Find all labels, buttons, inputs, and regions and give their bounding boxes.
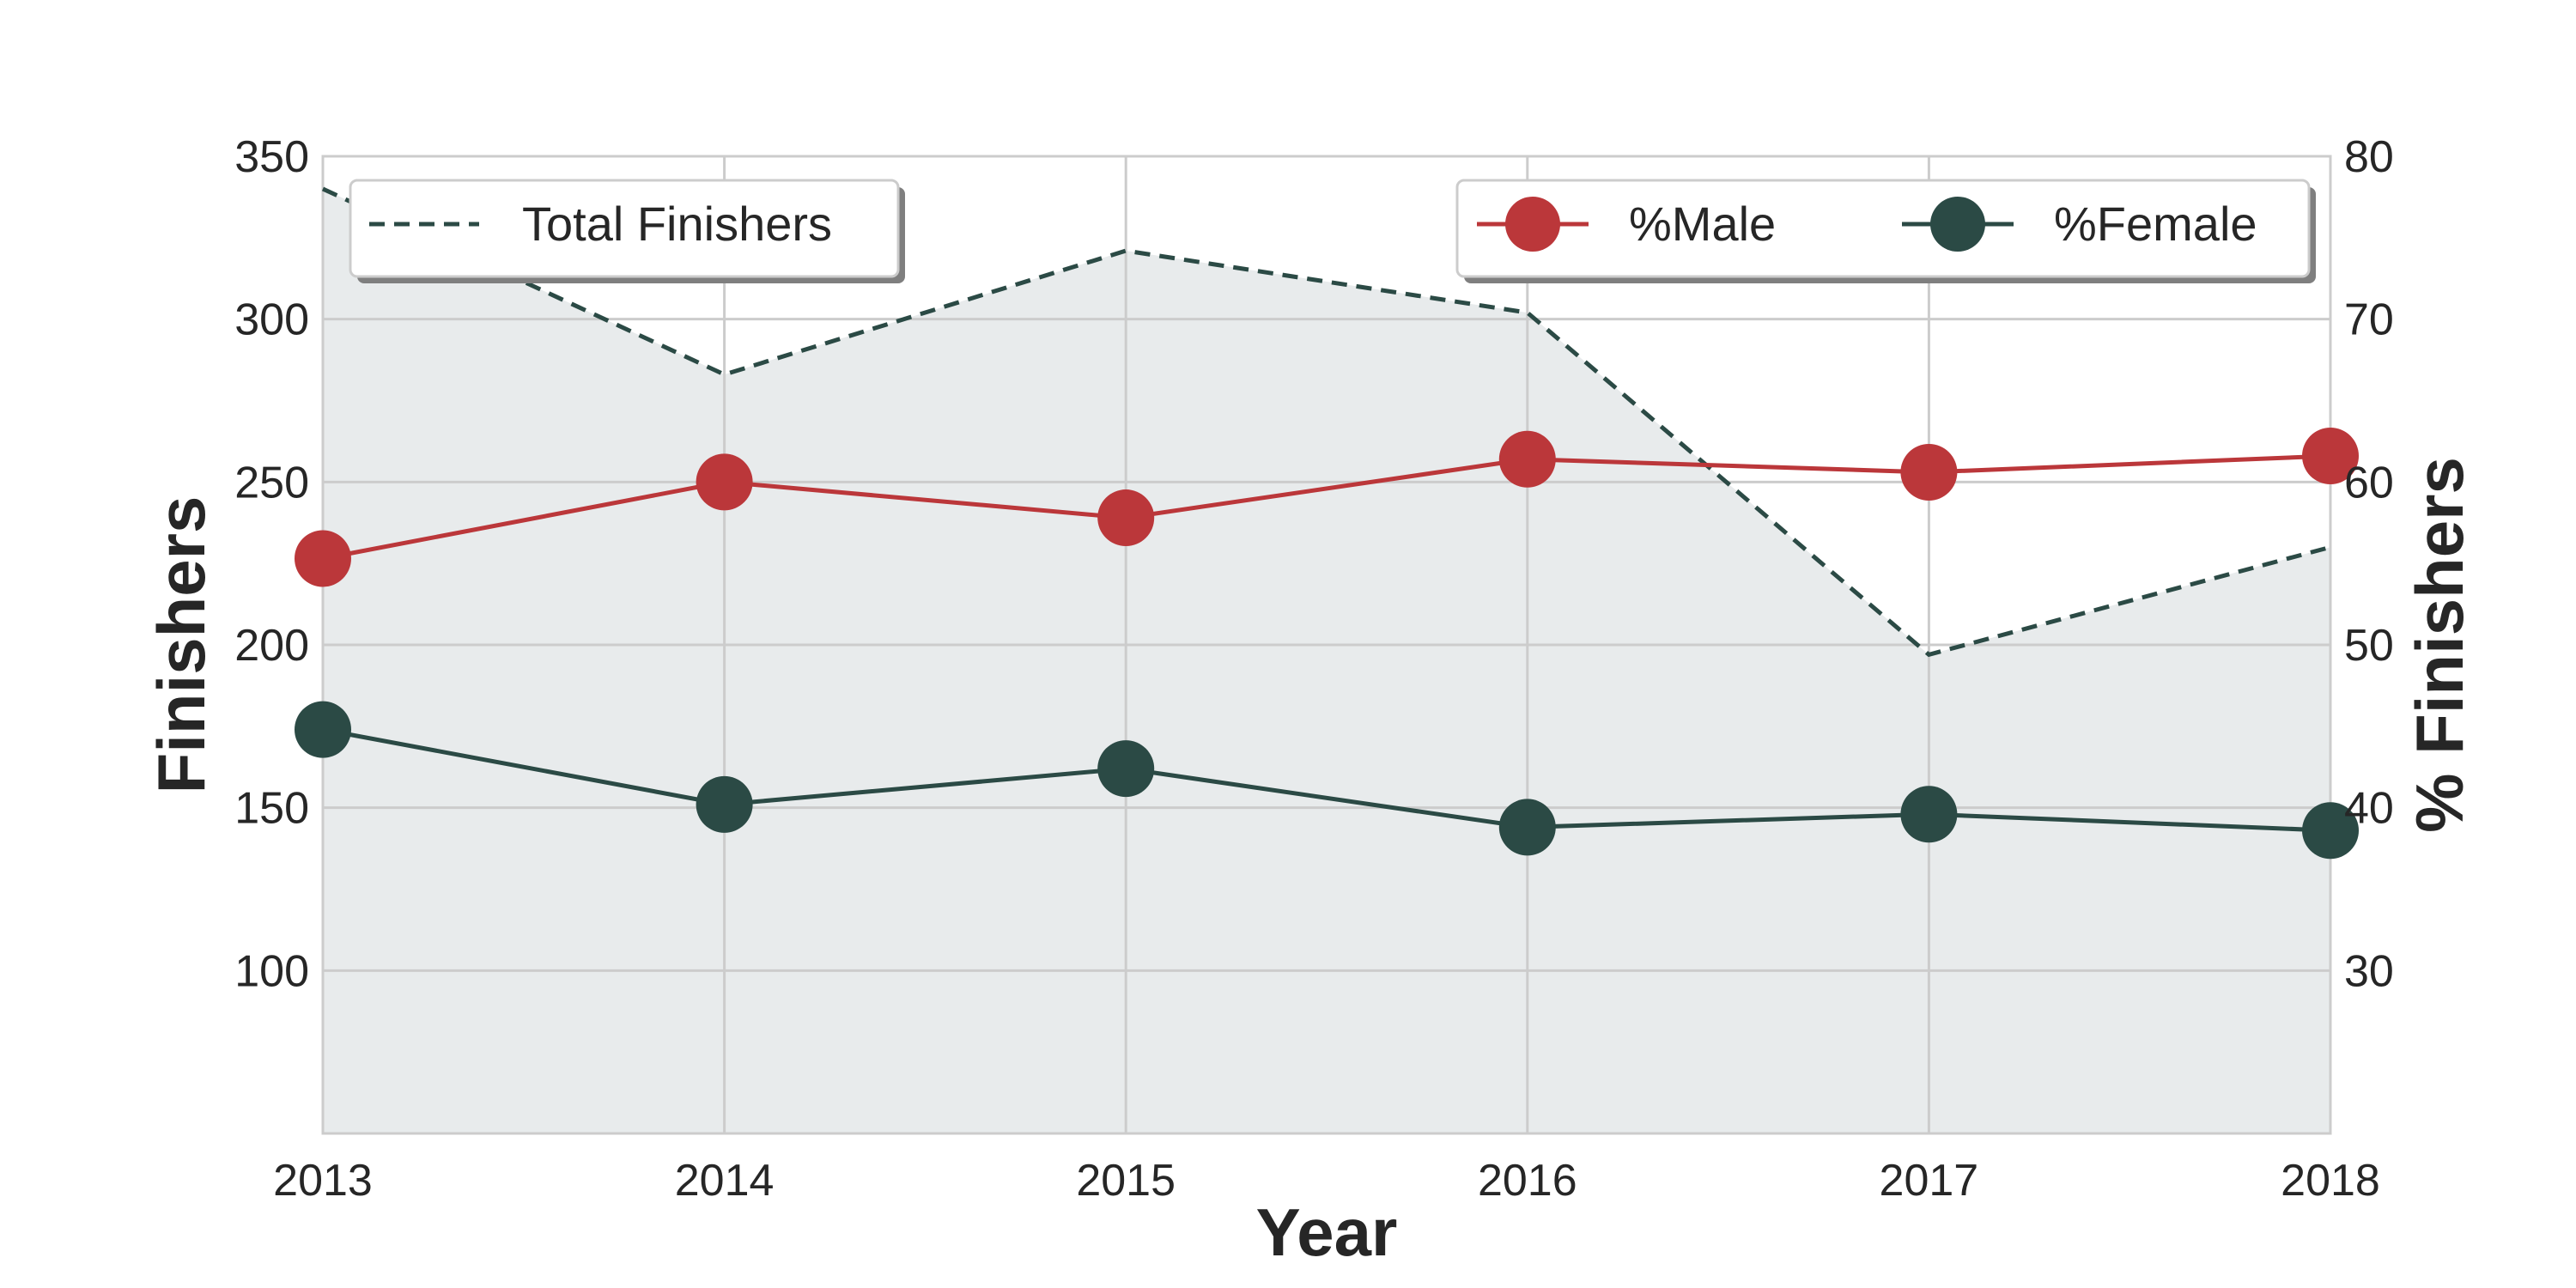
- legend-male-label: %Male: [1629, 197, 1776, 251]
- y-right-tick-label: 50: [2344, 621, 2394, 671]
- pct-male-point: [295, 530, 351, 587]
- y-tick-label: 150: [234, 784, 309, 834]
- y-tick-label: 200: [234, 621, 309, 671]
- x-tick-label: 2014: [675, 1156, 775, 1206]
- x-tick-label: 2015: [1076, 1156, 1176, 1206]
- y-tick-label: 300: [234, 295, 309, 345]
- y-right-tick-label: 60: [2344, 458, 2394, 507]
- y-axis-title: Finishers: [143, 496, 219, 794]
- pct-male-point: [696, 453, 753, 511]
- legend-total: Total Finishers: [349, 179, 905, 283]
- pct-female-point: [1900, 786, 1958, 843]
- total-finishers-area: [323, 188, 2330, 1133]
- series-layer: [295, 186, 2359, 860]
- y-axis-right-title: % Finishers: [2402, 457, 2477, 833]
- x-tick-label: 2016: [1478, 1156, 1577, 1206]
- legend-gender: %Male %Female: [1455, 179, 2316, 283]
- y-tick-label: 350: [234, 132, 309, 182]
- x-axis-title: Year: [1256, 1194, 1398, 1270]
- y-right-tick-label: 40: [2344, 784, 2394, 834]
- pct-female-line: [322, 727, 2331, 833]
- legend-total-label: Total Finishers: [522, 197, 832, 251]
- pct-male-point: [1498, 430, 1556, 488]
- pct-female-point: [2302, 802, 2359, 860]
- pct-male-line: [322, 453, 2331, 561]
- pct-male-point: [2302, 427, 2359, 484]
- pct-female-point: [295, 701, 351, 758]
- legend-male-marker: [1505, 197, 1560, 252]
- y-right-tick-label: 80: [2344, 132, 2394, 182]
- y-right-tick-label: 70: [2344, 295, 2394, 345]
- pct-female-point: [1498, 799, 1556, 856]
- pct-female-point: [1097, 740, 1155, 798]
- tick-labels: 2013 2014 2015 2016 2017 2018 100 150 200 250 300 3…: [234, 132, 2394, 1206]
- pct-male-point: [1097, 489, 1155, 547]
- legend-female-marker: [1930, 197, 1985, 252]
- x-tick-label: 2018: [2281, 1156, 2380, 1206]
- legend-female-label: %Female: [2054, 197, 2257, 251]
- y-right-tick-label: 30: [2344, 946, 2394, 996]
- x-tick-label: 2017: [1880, 1156, 1979, 1206]
- x-tick-label: 2013: [273, 1156, 373, 1206]
- plot-frame: [321, 155, 2332, 1135]
- y-tick-label: 100: [234, 946, 309, 996]
- pct-female-point: [696, 775, 753, 833]
- pct-male-point: [1900, 443, 1958, 501]
- y-tick-label: 250: [234, 458, 309, 507]
